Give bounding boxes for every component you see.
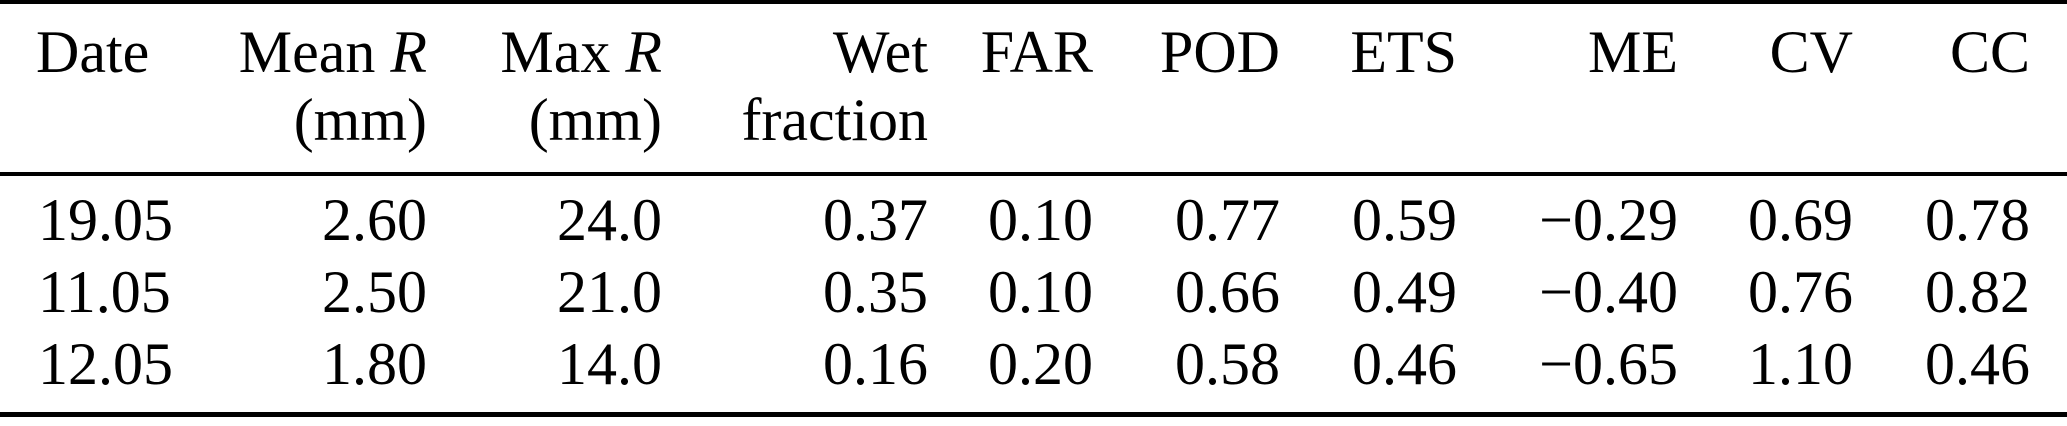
cell-mean-r: 1.80 — [322, 331, 427, 397]
verification-statistics-table: Date Mean R (mm) Max R (mm) Wet fraction F… — [0, 0, 2067, 417]
cell-ets: 0.46 — [1352, 331, 1457, 397]
cell-max-r: 14.0 — [557, 331, 662, 397]
header-line2 — [1280, 86, 1457, 154]
cell-ets: 0.59 — [1352, 187, 1457, 253]
column-header-date: Date — [0, 2, 230, 176]
table-body: 19.05 2.60 24.0 0.37 0.10 0.77 0.59 −0.2… — [0, 174, 2067, 415]
cell-cc: 0.46 — [1925, 331, 2030, 397]
cell-max-r: 21.0 — [557, 259, 662, 325]
cell-me: −0.65 — [1539, 331, 1678, 397]
header-line1: Wet — [832, 19, 928, 85]
cell-mean-r: 2.50 — [322, 259, 427, 325]
cell-max-r: 24.0 — [557, 187, 662, 253]
header-line2 — [1457, 86, 1678, 154]
cell-date: 11.05 — [38, 259, 171, 325]
header-line2 — [1678, 86, 1853, 154]
cell-cc: 0.78 — [1925, 187, 2030, 253]
header-line1: POD — [1159, 19, 1280, 85]
header-row: Date Mean R (mm) Max R (mm) Wet fraction F… — [0, 2, 2067, 176]
cell-far: 0.10 — [988, 187, 1093, 253]
table-row-12-05: 12.05 1.80 14.0 0.16 0.20 0.58 0.46 −0.6… — [0, 328, 2067, 415]
header-line2 — [928, 86, 1093, 154]
header-line2: fraction — [741, 87, 928, 153]
italic-r-symbol: R — [625, 19, 662, 85]
column-header-max-r: Max R (mm) — [427, 2, 662, 176]
header-line1: CC — [1949, 19, 2030, 85]
cell-pod: 0.58 — [1175, 331, 1280, 397]
column-header-wet-fraction: Wet fraction — [662, 2, 928, 176]
header-line2 — [1093, 86, 1280, 154]
cell-cv: 0.76 — [1748, 259, 1853, 325]
header-line1: Date — [36, 19, 150, 85]
cell-cv: 1.10 — [1748, 331, 1853, 397]
cell-mean-r: 2.60 — [322, 187, 427, 253]
cell-cv: 0.69 — [1748, 187, 1853, 253]
cell-ets: 0.49 — [1352, 259, 1457, 325]
header-line1: Mean R — [238, 19, 427, 85]
column-header-ets: ETS — [1280, 2, 1457, 176]
table-header: Date Mean R (mm) Max R (mm) Wet fraction F… — [0, 2, 2067, 176]
column-header-mean-r: Mean R (mm) — [230, 2, 427, 176]
cell-pod: 0.77 — [1175, 187, 1280, 253]
header-line2 — [1853, 86, 2030, 154]
cell-far: 0.20 — [988, 331, 1093, 397]
cell-wet-fraction: 0.35 — [823, 259, 928, 325]
cell-pod: 0.66 — [1175, 259, 1280, 325]
header-line1: CV — [1769, 19, 1853, 85]
cell-me: −0.29 — [1539, 187, 1678, 253]
cell-far: 0.10 — [988, 259, 1093, 325]
header-line1: Max R — [500, 19, 662, 85]
cell-date: 19.05 — [38, 187, 173, 253]
cell-wet-fraction: 0.16 — [823, 331, 928, 397]
header-line2 — [36, 86, 230, 154]
column-header-cv: CV — [1678, 2, 1853, 176]
cell-cc: 0.82 — [1925, 259, 2030, 325]
table-row-11-05: 11.05 2.50 21.0 0.35 0.10 0.66 0.49 −0.4… — [0, 256, 2067, 328]
cell-date: 12.05 — [38, 331, 173, 397]
header-line2: (mm) — [293, 87, 427, 153]
column-header-pod: POD — [1093, 2, 1280, 176]
italic-r-symbol: R — [390, 19, 427, 85]
cell-wet-fraction: 0.37 — [823, 187, 928, 253]
column-header-cc: CC — [1853, 2, 2067, 176]
column-header-me: ME — [1457, 2, 1678, 176]
header-line2: (mm) — [528, 87, 662, 153]
header-line1: ETS — [1350, 19, 1457, 85]
table-row-19-05: 19.05 2.60 24.0 0.37 0.10 0.77 0.59 −0.2… — [0, 174, 2067, 256]
cell-me: −0.40 — [1539, 259, 1678, 325]
header-line1: ME — [1588, 19, 1678, 85]
column-header-far: FAR — [928, 2, 1093, 176]
header-line1: FAR — [980, 19, 1093, 85]
